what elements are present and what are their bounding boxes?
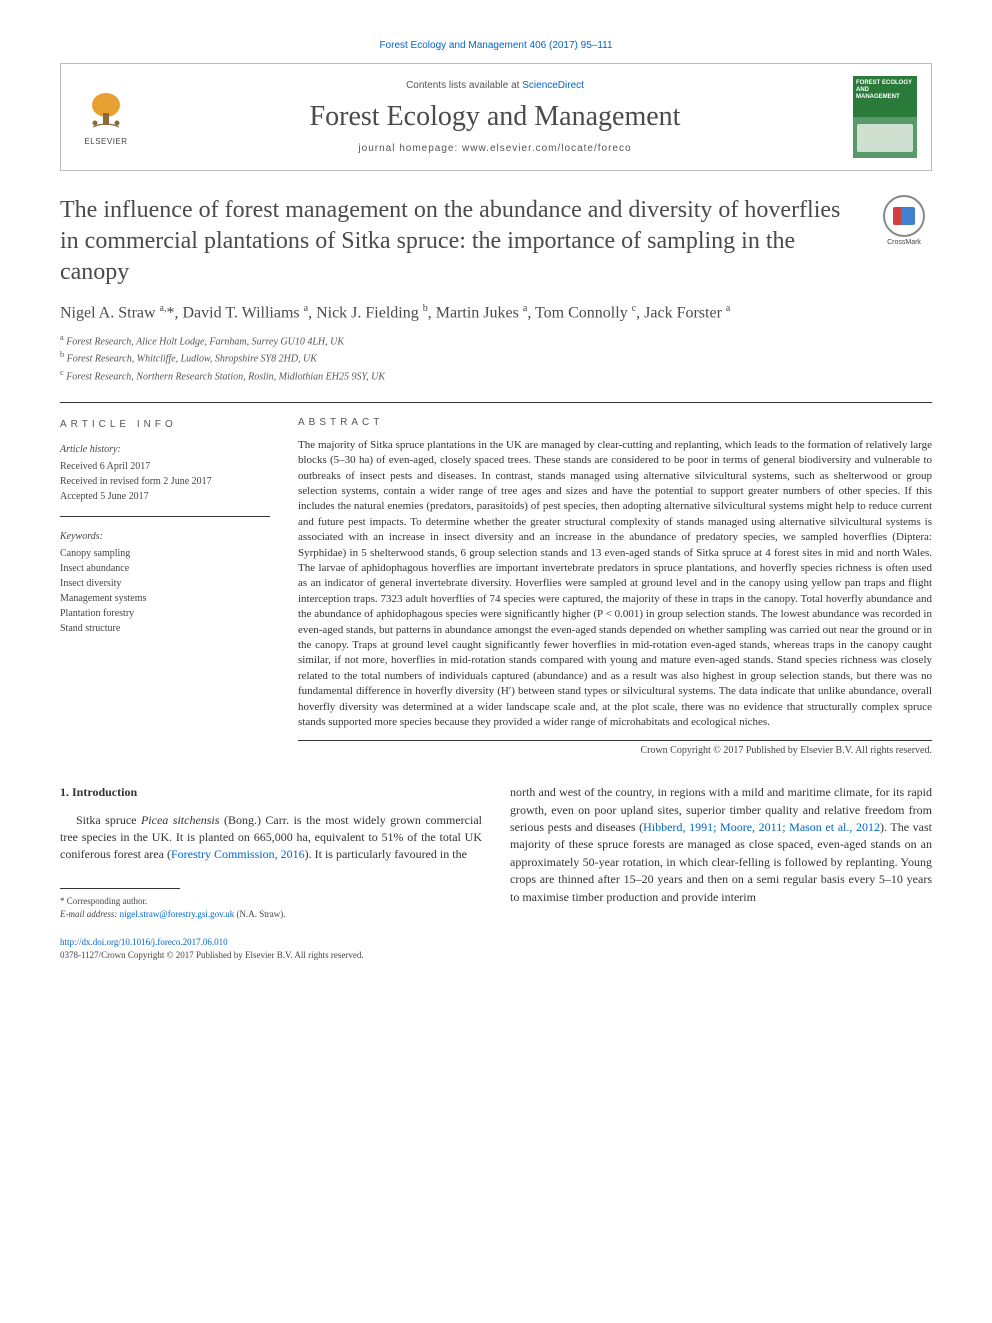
article-info-heading: ARTICLE INFO xyxy=(60,417,270,432)
history-accepted: Accepted 5 June 2017 xyxy=(60,489,270,504)
intro-paragraph-left: Sitka spruce Picea sitchensis (Bong.) Ca… xyxy=(60,812,482,864)
crossmark-label: CrossMark xyxy=(887,239,921,246)
keyword: Insect abundance xyxy=(60,561,270,576)
title-row: The influence of forest management on th… xyxy=(60,195,932,289)
article-info-column: ARTICLE INFO Article history: Received 6… xyxy=(60,417,270,756)
homepage-url[interactable]: www.elsevier.com/locate/foreco xyxy=(462,143,632,154)
history-label: Article history: xyxy=(60,442,270,457)
body-column-right: north and west of the country, in region… xyxy=(510,784,932,922)
affiliation-c: c Forest Research, Northern Research Sta… xyxy=(60,367,932,384)
page-footer: http://dx.doi.org/10.1016/j.foreco.2017.… xyxy=(60,936,932,963)
journal-cover-title: FOREST ECOLOGY AND MANAGEMENT xyxy=(856,80,914,102)
abstract-copyright: Crown Copyright © 2017 Published by Else… xyxy=(298,745,932,756)
journal-name: Forest Ecology and Management xyxy=(151,101,839,133)
abstract-heading: ABSTRACT xyxy=(298,417,932,428)
corresponding-author-note: * Corresponding author. xyxy=(60,895,482,909)
keyword: Stand structure xyxy=(60,621,270,636)
section-heading-intro: 1. Introduction xyxy=(60,784,482,801)
affiliation-a: a Forest Research, Alice Holt Lodge, Far… xyxy=(60,332,932,349)
homepage-prefix: journal homepage: xyxy=(358,143,462,154)
contents-available-line: Contents lists available at ScienceDirec… xyxy=(151,80,839,91)
keywords-block: Keywords: Canopy sampling Insect abundan… xyxy=(60,529,270,636)
elsevier-logo: ELSEVIER xyxy=(75,83,137,151)
crossmark-icon xyxy=(883,195,925,237)
affiliations: a Forest Research, Alice Holt Lodge, Far… xyxy=(60,332,932,384)
keywords-label: Keywords: xyxy=(60,529,270,544)
keyword: Canopy sampling xyxy=(60,546,270,561)
page-container: Forest Ecology and Management 406 (2017)… xyxy=(0,0,992,993)
abstract-column: ABSTRACT The majority of Sitka spruce pl… xyxy=(298,417,932,756)
journal-homepage-line: journal homepage: www.elsevier.com/locat… xyxy=(151,143,839,154)
article-title: The influence of forest management on th… xyxy=(60,195,864,289)
intro-paragraph-right: north and west of the country, in region… xyxy=(510,784,932,906)
abstract-text: The majority of Sitka spruce plantations… xyxy=(298,438,932,741)
header-citation: Forest Ecology and Management 406 (2017)… xyxy=(60,40,932,51)
article-history-block: Article history: Received 6 April 2017 R… xyxy=(60,442,270,517)
body-two-column: 1. Introduction Sitka spruce Picea sitch… xyxy=(60,784,932,922)
journal-cover-thumbnail: FOREST ECOLOGY AND MANAGEMENT xyxy=(853,76,917,158)
email-label: E-mail address: xyxy=(60,909,117,919)
crossmark-badge[interactable]: CrossMark xyxy=(876,195,932,251)
corresponding-email-link[interactable]: nigel.straw@forestry.gsi.gov.uk xyxy=(120,909,235,919)
journal-cover-map-icon xyxy=(857,124,913,152)
doi-link[interactable]: http://dx.doi.org/10.1016/j.foreco.2017.… xyxy=(60,937,228,947)
author-list: Nigel A. Straw a,*, David T. Williams a,… xyxy=(60,303,932,322)
email-paren: (N.A. Straw). xyxy=(237,909,286,919)
footnote-rule xyxy=(60,888,180,889)
masthead-center: Contents lists available at ScienceDirec… xyxy=(151,80,839,154)
issn-copyright-line: 0378-1127/Crown Copyright © 2017 Publish… xyxy=(60,950,364,960)
keyword: Plantation forestry xyxy=(60,606,270,621)
elsevier-tree-icon xyxy=(83,89,129,135)
keyword: Management systems xyxy=(60,591,270,606)
body-column-left: 1. Introduction Sitka spruce Picea sitch… xyxy=(60,784,482,922)
masthead: ELSEVIER Contents lists available at Sci… xyxy=(60,63,932,171)
affiliation-b: b Forest Research, Whitcliffe, Ludlow, S… xyxy=(60,349,932,366)
history-received: Received 6 April 2017 xyxy=(60,459,270,474)
info-abstract-row: ARTICLE INFO Article history: Received 6… xyxy=(60,402,932,756)
contents-prefix: Contents lists available at xyxy=(406,80,522,91)
keyword: Insect diversity xyxy=(60,576,270,591)
publisher-name: ELSEVIER xyxy=(84,137,127,146)
email-line: E-mail address: nigel.straw@forestry.gsi… xyxy=(60,908,482,922)
history-revised: Received in revised form 2 June 2017 xyxy=(60,474,270,489)
sciencedirect-link[interactable]: ScienceDirect xyxy=(522,80,584,91)
footnotes: * Corresponding author. E-mail address: … xyxy=(60,895,482,922)
